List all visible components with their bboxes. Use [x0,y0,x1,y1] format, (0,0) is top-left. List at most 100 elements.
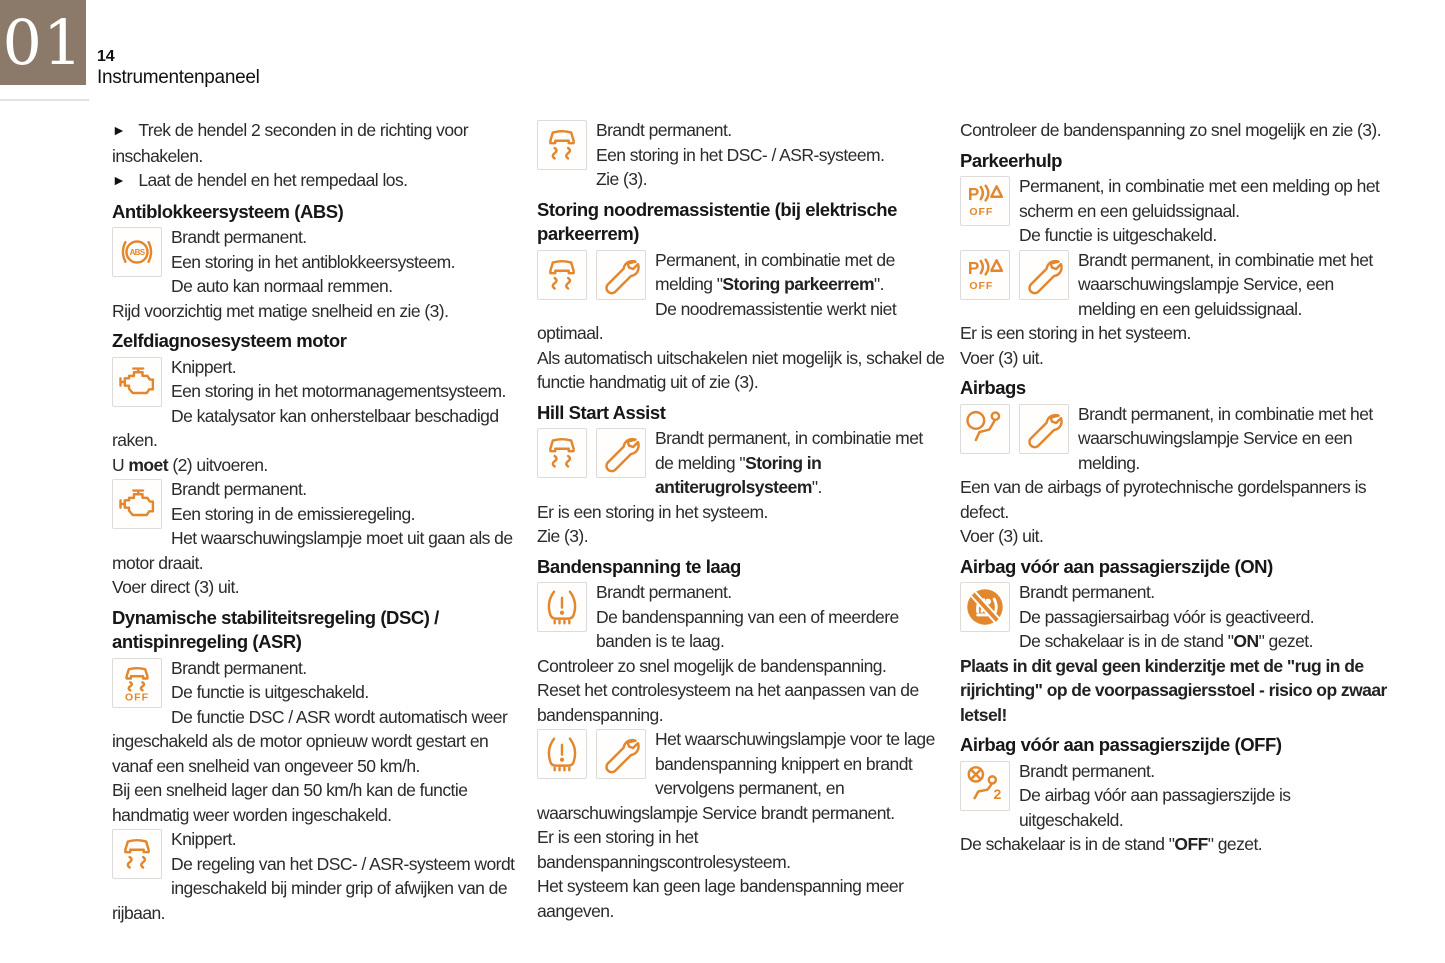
warning-heading: Airbags [960,377,1026,398]
body-text: De functie DSC / ASR wordt automatisch w… [112,706,508,776]
column-2: Brandt permanent. Een storing in het DSC-… [537,118,945,923]
body-text: Brandt permanent. [596,582,732,602]
warning-heading: Zelfdiagnosesysteem motor [112,330,347,351]
body-text: Voer direct (3) uit. [112,577,240,597]
body-text: Het waarschuwingslampje voor te lage ban… [537,729,935,823]
engine-warning-icon [112,479,162,529]
body-text: Zie (3). [537,526,589,546]
svg-text:OFF: OFF [969,280,993,292]
body-text: Voer (3) uit. [960,347,1044,368]
warning-entry: Knippert. Een storing in het motormanagem… [112,355,520,478]
parking-assist-off-icon: P OFF [960,176,1010,226]
tire-pressure-warning-icon [537,582,587,632]
chapter-divider [0,99,89,101]
warning-entry: Controleer de bandenspanning zo snel mog… [960,118,1390,143]
warning-entry: ABS Brandt permanent. Een storing in het a… [112,225,520,323]
bullet-arrow-icon: ► [112,172,126,188]
warning-heading: Antiblokkeersysteem (ABS) [112,200,344,222]
section-title: Instrumentenpaneel [97,67,260,88]
body-text: Zie (3). [596,169,648,189]
engine-warning-icon [112,356,162,407]
body-text: De katalysator kan onherstelbaar beschad… [112,405,499,451]
warning-entry: Brandt permanent. De passagiersairbag vóó… [960,580,1390,727]
body-text: De functie is uitgeschakeld. [1019,225,1217,245]
warning-entry: OFF Brandt permanent. De functie is uitges… [112,656,520,828]
body-text: Brandt permanent, in combinatie met de m… [655,428,923,497]
warning-heading: Hill Start Assist [537,401,666,423]
body-text: Permanent, in combinatie met de melding … [655,249,895,295]
esc-skid-warning-icon [537,120,587,170]
warning-entry: Het waarschuwingslampje voor te lage ban… [537,727,945,923]
warning-heading: Storing noodremassistentie (bij elektris… [537,198,897,245]
column-3: Controleer de bandenspanning zo snel mog… [960,118,1390,857]
body-text: Brandt permanent, in combinatie met het … [1078,249,1373,319]
service-wrench-icon [596,428,646,478]
chapter-number-box: 01 [0,0,86,85]
warning-heading: Airbag vóór aan passagierszijde (ON) [960,555,1273,577]
warning-heading: Airbag vóór aan passagierszijde (OFF) [960,734,1282,755]
tire-pressure-warning-icon [537,729,587,779]
warning-heading: Bandenspanning te laag [537,555,741,577]
bullet-item: ► Trek de hendel 2 seconden in de richtin… [112,120,469,166]
body-text: Brandt permanent. [171,479,307,499]
svg-text:P: P [968,185,979,204]
body-text: Knippert. [171,356,237,377]
body-text: Brandt permanent, in combinatie met het … [1078,403,1373,473]
bullet-item: ► Laat de hendel en het rempedaal los. [112,168,520,194]
body-text: Plaats in dit geval geen kinderzitje met… [960,655,1387,725]
bullet-arrow-icon: ► [112,122,126,138]
body-text: Voer (3) uit. [960,526,1044,546]
body-text: Brandt permanent. [1019,760,1155,781]
body-text: Het systeem kan geen lage bandenspanning… [537,876,904,921]
body-text: Een storing in het motormanagementsystee… [171,381,506,401]
body-text: Een van de airbags of pyrotechnische gor… [960,477,1367,522]
body-text: Knippert. [171,829,237,849]
body-text: Reset het controlesysteem na het aanpass… [537,680,919,725]
esc-skid-warning-icon [537,428,587,478]
body-text: De noodremassistentie werkt niet optimaa… [537,298,897,344]
svg-text:P: P [968,258,979,277]
column-1: ► Trek de hendel 2 seconden in de richtin… [112,118,520,925]
body-text: Een storing in het antiblokkeersysteem. [171,251,456,272]
body-text: Een storing in het DSC- / ASR-systeem. [596,144,885,165]
body-text: Als automatisch uitschakelen niet mogeli… [537,347,945,393]
service-wrench-icon [596,729,646,779]
esc-skid-warning-icon [537,249,587,300]
body-text: Brandt permanent. [596,120,732,140]
svg-text:ABS: ABS [130,248,146,257]
body-text: Er is een storing in het systeem. [537,501,768,522]
body-text: Er is een storing in het systeem. [960,323,1191,343]
abs-warning-icon: ABS [112,227,162,277]
body-text: De passagiersairbag vóór is geactiveerd. [1019,606,1315,627]
warning-entry: Brandt permanent. Een storing in het DSC-… [537,118,945,192]
page-number: 14 [97,48,115,65]
service-wrench-icon [1019,249,1069,300]
warning-entry: P OFF Brandt permanent, in combinatie me… [960,248,1390,371]
body-text: De bandenspanning van een of meerdere ba… [596,606,899,652]
warning-entry: P OFF Permanent, in combinatie met een me… [960,174,1390,248]
chapter-number: 01 [2,5,84,79]
body-text: Brandt permanent. [171,227,307,247]
warning-entry: Knippert. De regeling van het DSC- / ASR-… [112,827,520,925]
warning-entry: Brandt permanent, in combinatie met de m… [537,426,945,549]
service-wrench-icon [596,249,646,300]
body-text: U moet (2) uitvoeren. [112,454,268,475]
warning-entry: Brandt permanent, in combinatie met het … [960,402,1390,549]
body-text: Bij een snelheid lager dan 50 km/h kan d… [112,780,468,825]
body-text: Het waarschuwingslampje moet uit gaan al… [112,528,513,573]
svg-text:OFF: OFF [125,691,149,703]
body-text: Controleer de bandenspanning zo snel mog… [960,120,1382,140]
service-wrench-icon [1019,403,1069,454]
svg-text:2: 2 [994,785,1002,801]
warning-heading: Parkeerhulp [960,149,1062,171]
esc-off-icon: OFF [112,657,162,708]
body-text: Brandt permanent. [1019,582,1155,602]
svg-text:OFF: OFF [969,206,993,218]
body-text: De schakelaar is in de stand "OFF" gezet… [960,834,1263,854]
warning-heading: Dynamische stabiliteitsregeling (DSC) / … [112,606,439,653]
body-text: Rijd voorzichtig met matige snelheid en … [112,300,449,321]
body-text: De schakelaar is in de stand "ON" gezet. [1019,631,1313,651]
body-text: Controleer zo snel mogelijk de bandenspa… [537,655,887,676]
body-text: De auto kan normaal remmen. [171,276,393,296]
